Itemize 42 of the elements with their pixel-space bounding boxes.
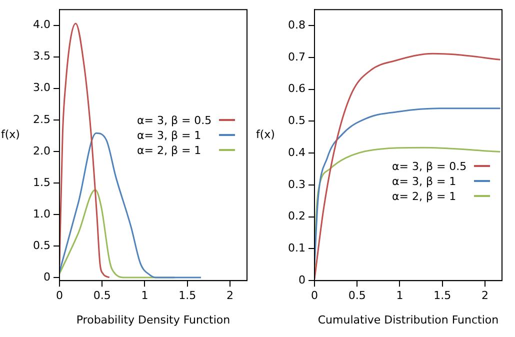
x-tick-label: 2 xyxy=(226,289,234,302)
legend-label: α= 3, β = 0.5 xyxy=(137,112,213,128)
y-axis-title: f(x) xyxy=(256,128,275,141)
y-tick-label: 3.0 xyxy=(32,81,50,94)
y-tick-label: 0.4 xyxy=(288,146,306,159)
y-tick-label: 0.3 xyxy=(288,178,306,191)
line-series xyxy=(314,146,502,269)
x-tick-label: 0 xyxy=(56,289,63,302)
y-tick-label: 0.5 xyxy=(32,238,50,252)
legend-label: α= 3, β = 1 xyxy=(392,174,458,189)
y-tick-label: 0 xyxy=(43,270,50,284)
legend-label: α= 2, β = 1 xyxy=(137,142,202,158)
x-axis-title: Probability Density Function xyxy=(76,313,230,326)
y-tick-label: 0.5 xyxy=(288,114,306,128)
x-tick-label: 1.5 xyxy=(178,289,196,302)
y-tick-label: 4.0 xyxy=(32,18,50,32)
y-tick-label: 3.5 xyxy=(32,50,50,63)
y-tick-label: 0.1 xyxy=(288,242,306,255)
y-tick-label: 1.0 xyxy=(32,207,50,220)
line-series xyxy=(59,22,110,278)
x-tick-label: 1 xyxy=(396,289,404,302)
x-tick-label: 2 xyxy=(481,289,488,302)
line-series xyxy=(314,108,502,266)
x-tick-label: 0.5 xyxy=(93,289,111,302)
y-tick-label: 0.2 xyxy=(288,210,306,223)
y-tick-label: 1.5 xyxy=(32,176,50,189)
x-tick-label: 1 xyxy=(141,289,148,302)
x-axis-title: Cumulative Distribution Function xyxy=(318,313,499,326)
y-tick-label: 0.6 xyxy=(288,82,306,96)
y-tick-label: 0 xyxy=(298,273,306,286)
y-tick-label: 0.8 xyxy=(288,18,306,32)
x-tick-label: 1.5 xyxy=(434,289,452,302)
y-tick-label: 2.5 xyxy=(32,112,50,126)
legend-label: α= 3, β = 1 xyxy=(137,128,202,143)
x-tick-label: 0 xyxy=(310,289,318,302)
legend-label: α= 3, β = 0.5 xyxy=(392,158,468,174)
line-series xyxy=(59,132,202,278)
y-tick-label: 0.7 xyxy=(288,50,306,64)
x-tick-label: 0.5 xyxy=(348,289,366,302)
y-axis-title: f(x) xyxy=(1,128,20,141)
y-tick-label: 2.0 xyxy=(32,144,50,158)
legend-label: α= 2, β = 1 xyxy=(392,188,458,204)
